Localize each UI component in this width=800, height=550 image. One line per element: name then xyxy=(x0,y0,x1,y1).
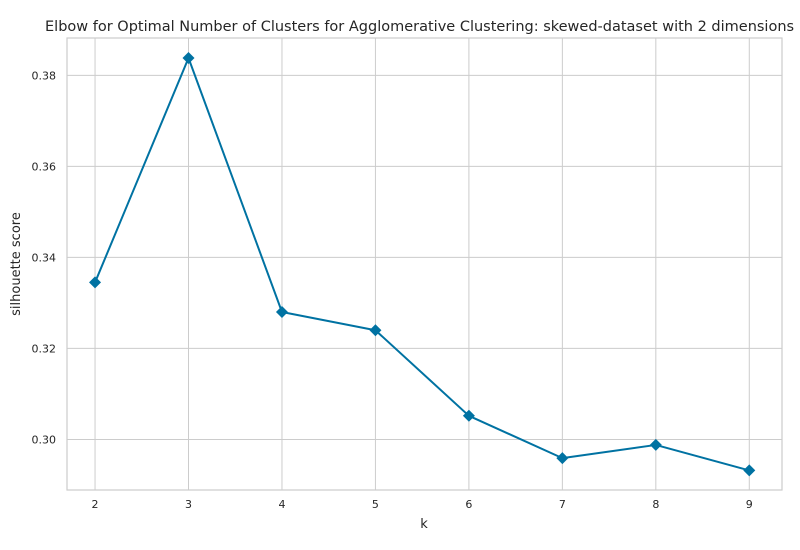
x-tick-labels: 2 3 4 5 6 7 8 9 xyxy=(92,498,753,511)
x-axis-label: k xyxy=(420,517,428,532)
x-tick-label: 4 xyxy=(278,498,285,511)
series-line-group xyxy=(89,52,756,477)
y-tick-label: 0.32 xyxy=(32,342,57,355)
data-point-marker xyxy=(89,276,102,289)
x-tick-label: 5 xyxy=(372,498,379,511)
x-tick-label: 7 xyxy=(559,498,566,511)
x-tick-label: 8 xyxy=(652,498,659,511)
y-tick-label: 0.36 xyxy=(32,160,57,173)
y-tick-label: 0.30 xyxy=(32,433,57,446)
y-tick-label: 0.38 xyxy=(32,69,57,82)
data-point-marker xyxy=(182,52,195,65)
grid-lines xyxy=(67,38,782,490)
data-point-marker xyxy=(649,438,662,451)
plot-frame xyxy=(66,37,783,491)
x-tick-label: 2 xyxy=(92,498,99,511)
data-point-marker xyxy=(275,306,288,319)
data-point-marker xyxy=(556,452,569,465)
data-point-marker xyxy=(462,409,475,422)
data-point-marker xyxy=(743,464,756,477)
y-tick-labels: 0.30 0.32 0.34 0.36 0.38 xyxy=(32,69,57,446)
x-tick-label: 3 xyxy=(185,498,192,511)
data-point-marker xyxy=(369,324,382,337)
x-tick-label: 6 xyxy=(465,498,472,511)
y-axis-label: silhouette score xyxy=(9,212,24,316)
y-tick-label: 0.34 xyxy=(32,251,57,264)
chart-title: Elbow for Optimal Number of Clusters for… xyxy=(45,19,794,35)
x-tick-label: 9 xyxy=(746,498,753,511)
series-line xyxy=(94,57,750,472)
